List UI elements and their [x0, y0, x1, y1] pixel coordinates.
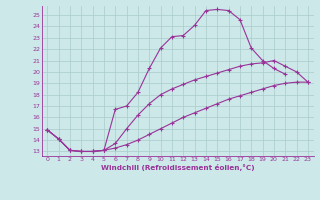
X-axis label: Windchill (Refroidissement éolien,°C): Windchill (Refroidissement éolien,°C)	[101, 164, 254, 171]
